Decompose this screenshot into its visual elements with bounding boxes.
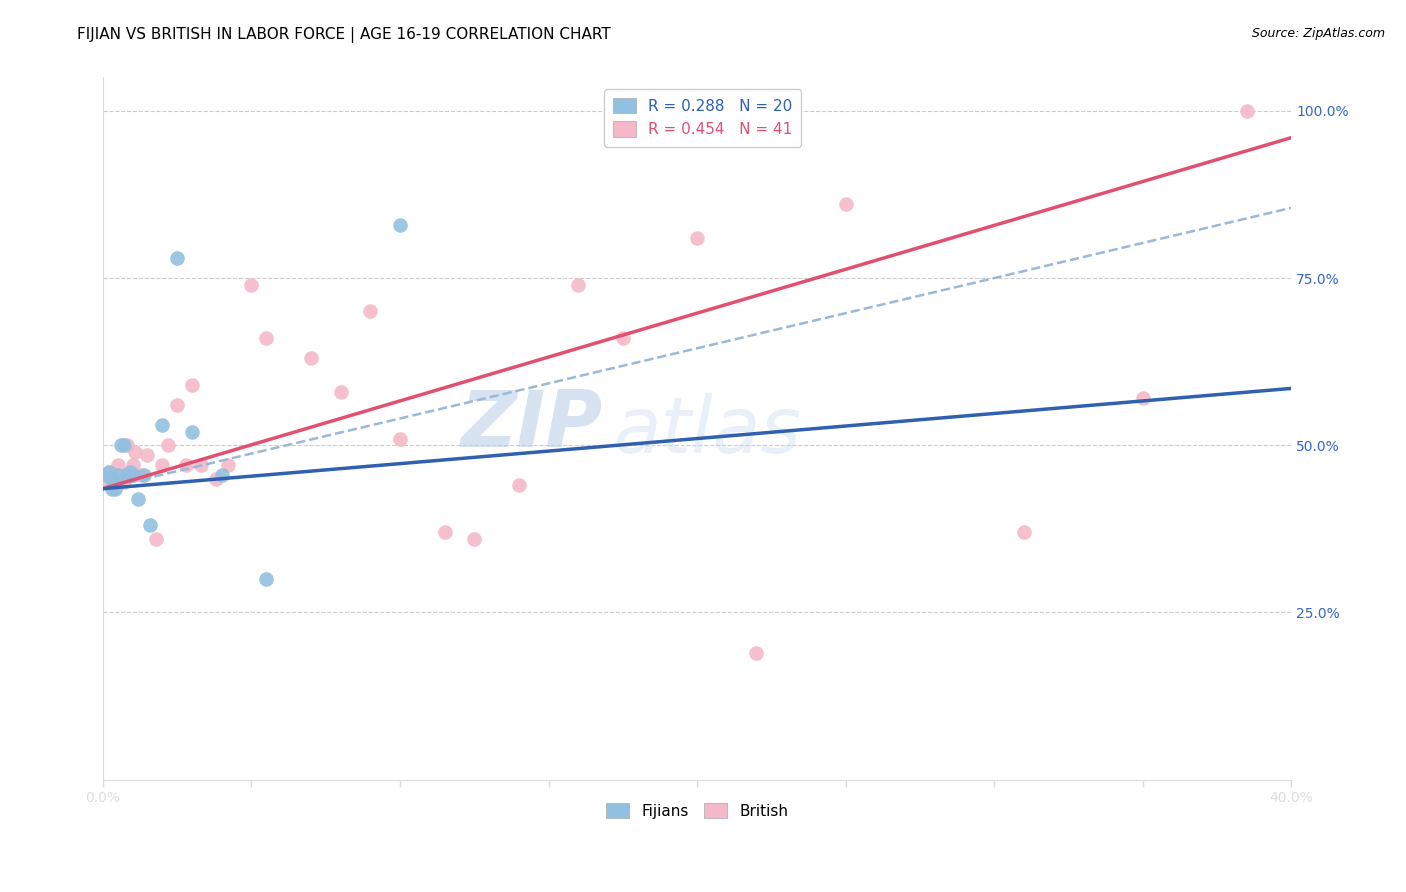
- Point: [166, 398, 188, 412]
- Point: [834, 197, 856, 211]
- Point: [118, 465, 141, 479]
- Point: [115, 468, 138, 483]
- Point: [139, 518, 162, 533]
- Point: [463, 532, 485, 546]
- Point: [388, 218, 411, 232]
- Point: [121, 458, 143, 473]
- Point: [136, 448, 159, 462]
- Point: [204, 472, 226, 486]
- Point: [166, 251, 188, 265]
- Point: [150, 458, 173, 473]
- Point: [97, 465, 120, 479]
- Point: [299, 351, 322, 366]
- Point: [121, 468, 143, 483]
- Point: [508, 478, 530, 492]
- Point: [612, 331, 634, 345]
- Point: [657, 130, 679, 145]
- Point: [104, 482, 127, 496]
- Point: [329, 384, 352, 399]
- Point: [359, 304, 381, 318]
- Point: [1236, 103, 1258, 118]
- Point: [157, 438, 180, 452]
- Legend: Fijians, British: Fijians, British: [600, 797, 794, 824]
- Point: [388, 432, 411, 446]
- Point: [100, 482, 122, 496]
- Text: ZIP: ZIP: [460, 387, 602, 463]
- Text: FIJIAN VS BRITISH IN LABOR FORCE | AGE 16-19 CORRELATION CHART: FIJIAN VS BRITISH IN LABOR FORCE | AGE 1…: [77, 27, 612, 43]
- Point: [124, 445, 146, 459]
- Point: [1012, 525, 1035, 540]
- Point: [190, 458, 212, 473]
- Point: [254, 572, 277, 586]
- Point: [110, 438, 132, 452]
- Text: Source: ZipAtlas.com: Source: ZipAtlas.com: [1251, 27, 1385, 40]
- Point: [567, 277, 589, 292]
- Point: [745, 646, 768, 660]
- Point: [100, 478, 122, 492]
- Point: [217, 458, 239, 473]
- Point: [94, 468, 117, 483]
- Point: [107, 468, 129, 483]
- Point: [254, 331, 277, 345]
- Point: [131, 468, 153, 483]
- Point: [94, 468, 117, 483]
- Point: [97, 475, 120, 489]
- Point: [150, 418, 173, 433]
- Point: [686, 231, 709, 245]
- Point: [112, 438, 135, 452]
- Point: [100, 472, 122, 486]
- Point: [240, 277, 263, 292]
- Point: [433, 525, 456, 540]
- Point: [107, 458, 129, 473]
- Point: [118, 468, 141, 483]
- Point: [97, 465, 120, 479]
- Point: [181, 378, 204, 392]
- Point: [127, 491, 149, 506]
- Point: [112, 475, 135, 489]
- Point: [104, 468, 127, 483]
- Point: [115, 438, 138, 452]
- Point: [211, 468, 233, 483]
- Point: [110, 468, 132, 483]
- Text: atlas: atlas: [614, 392, 801, 468]
- Point: [134, 468, 156, 483]
- Point: [1132, 392, 1154, 406]
- Point: [145, 532, 167, 546]
- Point: [174, 458, 197, 473]
- Point: [181, 425, 204, 439]
